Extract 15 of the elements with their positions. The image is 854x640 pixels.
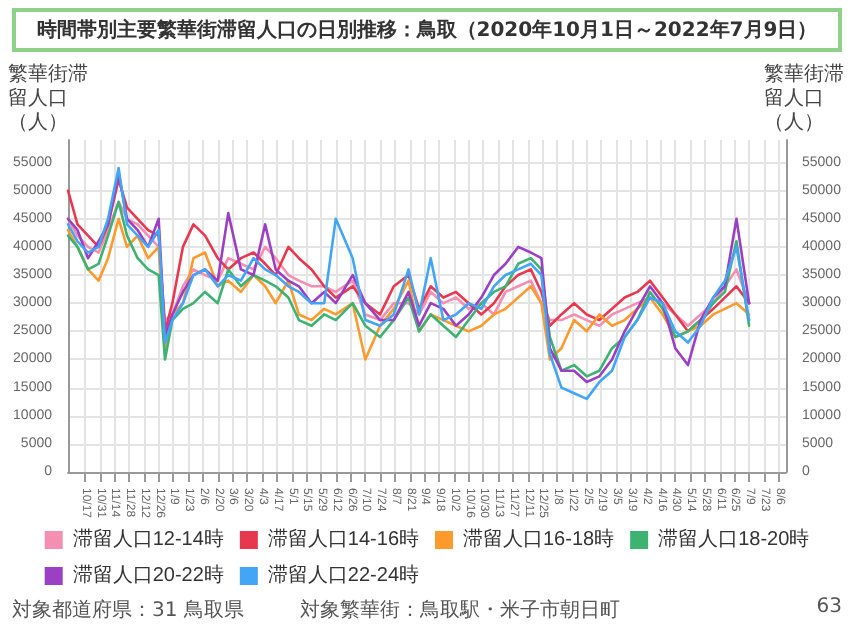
legend-label: 滞留人口18-20時 bbox=[658, 527, 810, 551]
legend-label: 滞留人口14-16時 bbox=[267, 527, 419, 551]
line-series bbox=[66, 200, 751, 327]
legend-label: 滞留人口12-14時 bbox=[72, 527, 224, 551]
text: 63 bbox=[816, 596, 842, 618]
line-series bbox=[66, 178, 751, 333]
legend-label: 滞留人口16-18時 bbox=[463, 527, 615, 551]
text: 対象都道府県：31 鳥取県 bbox=[12, 597, 244, 624]
y2-axis-title: 繁華街滞留人口（人） bbox=[764, 64, 846, 136]
text: 対象繁華街：鳥取駅・米子市朝日町 bbox=[300, 597, 620, 624]
y-axis-title: 繁華街滞留人口（人） bbox=[8, 64, 90, 136]
line-series bbox=[66, 200, 751, 378]
legend-label: 滞留人口22-24時 bbox=[267, 563, 419, 587]
chart-title: 時間帯別主要繁華街滞留人口の日別推移：鳥取（2020年10月1日～2022年7月9日） bbox=[12, 8, 842, 52]
legend-label: 滞留人口20-22時 bbox=[72, 563, 224, 587]
